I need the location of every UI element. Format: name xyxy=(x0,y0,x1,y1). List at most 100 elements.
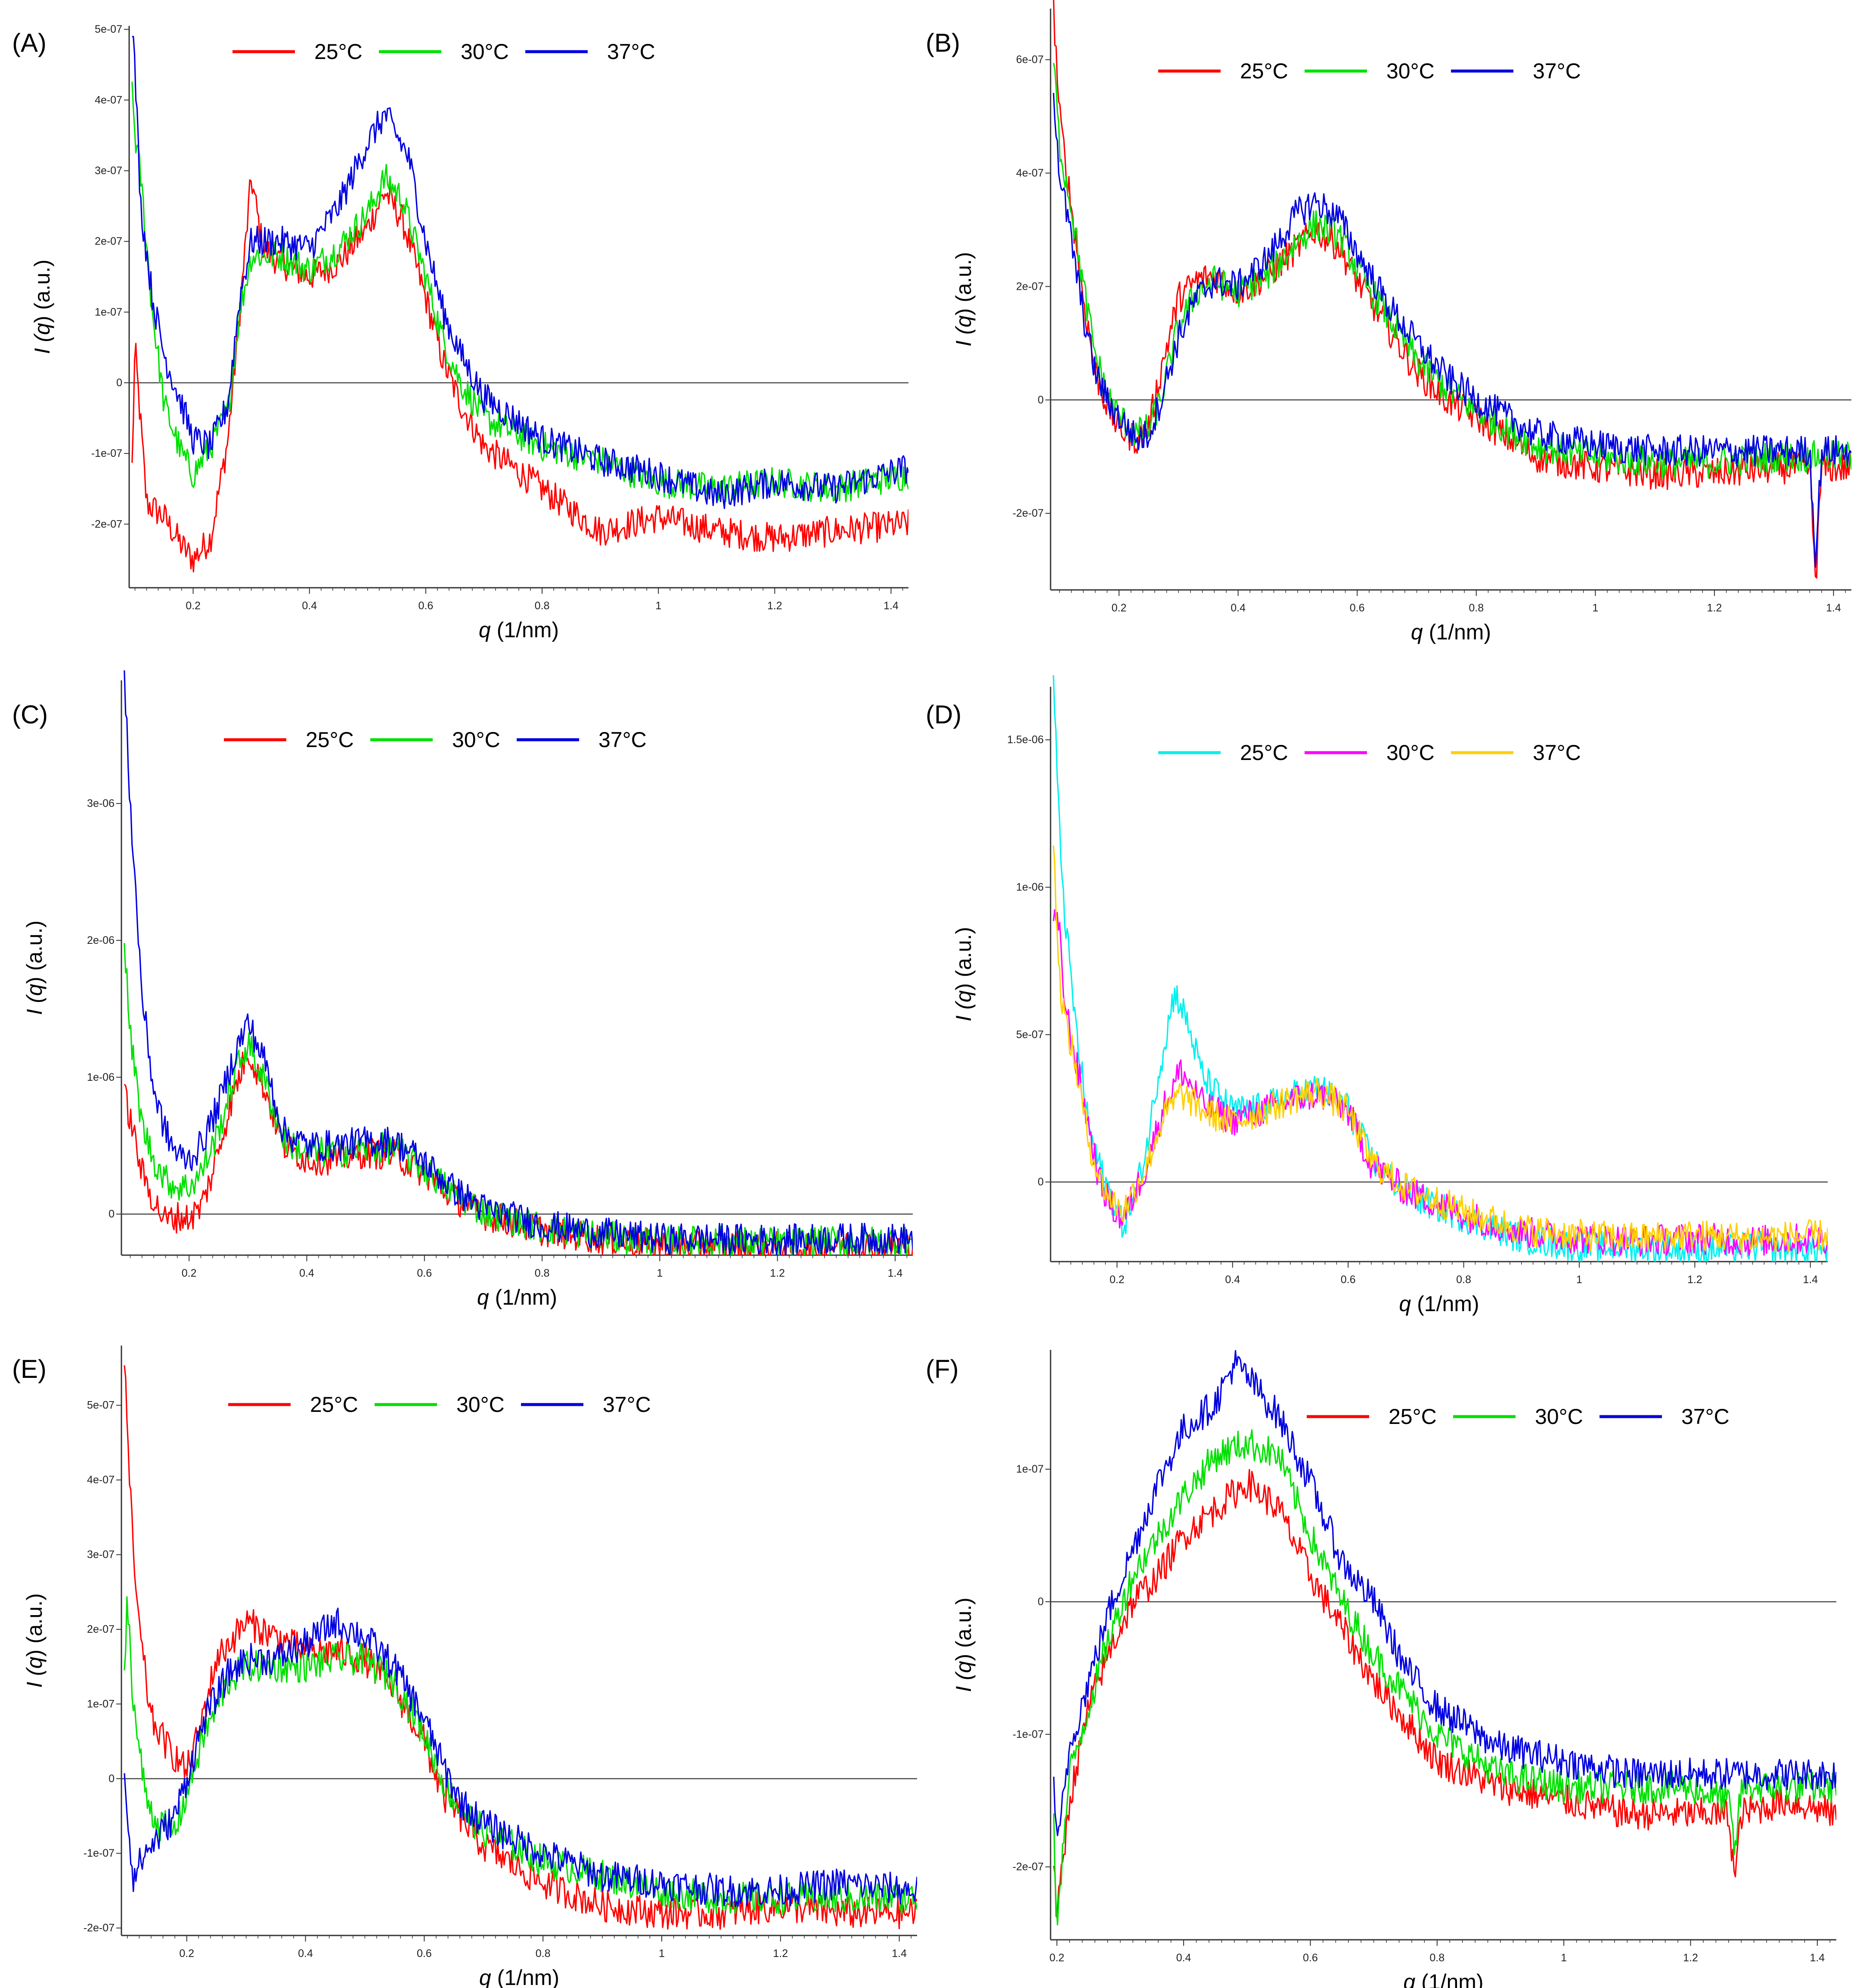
x-tick-label: 1.2 xyxy=(1707,602,1722,614)
x-tick-label: 0.8 xyxy=(535,600,550,612)
x-tick-label: 1.4 xyxy=(884,600,899,612)
chart-panel-4: (E) 0.2 0.4 0.6 0.8 1 1.2 1.4 -2e-07 -1e-07 0 1e-07… xyxy=(12,1346,917,1988)
x-tick-label: 0.8 xyxy=(536,1948,551,1960)
y-tick-label: 2e-07 xyxy=(95,236,122,248)
panel-label: (A) xyxy=(12,28,46,57)
panel-label: (D) xyxy=(926,700,961,729)
x-tick-label: 0.4 xyxy=(1231,602,1246,614)
series-line-37C xyxy=(124,1607,917,1907)
series-line-25C xyxy=(124,1365,917,1930)
x-tick-label: 1.4 xyxy=(1803,1274,1818,1286)
series-line-30C xyxy=(1053,63,1851,479)
legend-label: 37°C xyxy=(603,1393,651,1417)
x-tick-label: 0.2 xyxy=(1110,1274,1125,1286)
y-tick-label: 1e-06 xyxy=(1016,881,1044,893)
x-axis-title: q (1/nm) xyxy=(1403,1970,1483,1988)
x-tick-label: 0.6 xyxy=(417,1267,432,1279)
x-tick-label: 0.6 xyxy=(418,600,433,612)
y-tick-label: 0 xyxy=(1038,394,1044,406)
y-tick-label: 4e-07 xyxy=(95,94,122,106)
legend-label: 37°C xyxy=(607,40,655,64)
x-tick-label: 1.4 xyxy=(1826,602,1841,614)
x-tick-label: 1 xyxy=(659,1948,665,1960)
legend-label: 37°C xyxy=(598,728,647,752)
legend-label: 25°C xyxy=(306,728,354,752)
y-axis-title: I (q) (a.u.) xyxy=(22,921,46,1015)
chart-panel-1: (B) 0.2 0.4 0.6 0.8 1 1.2 1.4 -2e-07 0 2e-07 4e-07 6… xyxy=(926,0,1851,644)
series-line-30C xyxy=(131,81,908,502)
y-tick-label: 0 xyxy=(1038,1596,1044,1608)
series-line-37C xyxy=(1053,93,1851,568)
x-tick-label: 0.4 xyxy=(298,1948,313,1960)
y-tick-label: 5e-07 xyxy=(87,1399,115,1411)
x-axis-title: q (1/nm) xyxy=(1399,1292,1479,1316)
panel-label: (B) xyxy=(926,28,960,57)
x-tick-label: 0.2 xyxy=(179,1948,194,1960)
y-axis-title: I (q) (a.u.) xyxy=(952,1597,976,1692)
y-axis-title: I (q) (a.u.) xyxy=(22,1593,46,1688)
y-tick-label: 1e-07 xyxy=(95,306,122,318)
x-tick-label: 0.6 xyxy=(1341,1274,1356,1286)
legend-label: 25°C xyxy=(310,1393,358,1417)
y-tick-label: -2e-07 xyxy=(84,1922,115,1934)
legend-label: 30°C xyxy=(1386,59,1435,83)
x-axis-title: q (1/nm) xyxy=(479,1966,559,1988)
legend-label: 25°C xyxy=(1240,741,1288,765)
x-tick-label: 1.2 xyxy=(770,1267,785,1279)
x-axis-title: q (1/nm) xyxy=(479,618,559,642)
x-axis-title: q (1/nm) xyxy=(1411,620,1491,644)
y-tick-label: 4e-07 xyxy=(87,1474,115,1486)
x-tick-label: 0.2 xyxy=(186,600,201,612)
y-tick-label: -2e-07 xyxy=(1013,1861,1044,1873)
x-tick-label: 0.6 xyxy=(417,1948,432,1960)
x-tick-label: 0.2 xyxy=(1049,1952,1064,1964)
y-tick-label: -1e-07 xyxy=(91,447,122,459)
y-tick-label: -2e-07 xyxy=(1013,507,1044,519)
x-axis-title: q (1/nm) xyxy=(477,1285,557,1309)
y-tick-label: 5e-07 xyxy=(95,23,122,35)
x-tick-label: 1 xyxy=(1576,1274,1582,1286)
legend-label: 37°C xyxy=(1533,59,1581,83)
y-tick-label: 3e-07 xyxy=(95,165,122,177)
legend-label: 37°C xyxy=(1681,1405,1730,1429)
y-tick-label: 2e-06 xyxy=(87,934,115,946)
x-tick-label: 0.4 xyxy=(1225,1274,1240,1286)
y-tick-label: 1e-07 xyxy=(87,1698,115,1710)
legend-label: 30°C xyxy=(452,728,500,752)
series-line-37C xyxy=(124,670,913,1255)
x-tick-label: 0.8 xyxy=(1456,1274,1471,1286)
y-tick-label: 1.5e-06 xyxy=(1007,734,1044,746)
x-tick-label: 1.4 xyxy=(1810,1952,1825,1964)
y-tick-label: 2e-07 xyxy=(1016,280,1044,292)
series-line-30C xyxy=(124,943,913,1255)
legend-label: 37°C xyxy=(1533,741,1581,765)
x-tick-label: 1.2 xyxy=(1683,1952,1698,1964)
panel-label: (F) xyxy=(926,1355,959,1383)
x-tick-label: 0.8 xyxy=(535,1267,550,1279)
x-tick-label: 0.8 xyxy=(1429,1952,1445,1964)
y-tick-label: 0 xyxy=(116,377,122,389)
x-tick-label: 1 xyxy=(657,1267,663,1279)
x-tick-label: 1 xyxy=(1592,602,1598,614)
series-line-37C xyxy=(1053,1350,1836,1836)
y-axis-title: I (q) (a.u.) xyxy=(952,927,976,1022)
y-tick-label: -1e-07 xyxy=(1013,1728,1044,1740)
x-tick-label: 0.2 xyxy=(1112,602,1127,614)
series-line-25C xyxy=(1053,0,1851,579)
y-tick-label: 0 xyxy=(108,1773,115,1785)
y-tick-label: 2e-07 xyxy=(87,1623,115,1635)
y-tick-label: 0 xyxy=(108,1208,115,1220)
series-line-25C xyxy=(1053,1469,1836,1917)
y-tick-label: -1e-07 xyxy=(84,1847,115,1859)
x-tick-label: 0.6 xyxy=(1303,1952,1318,1964)
x-tick-label: 1 xyxy=(1561,1952,1567,1964)
chart-panel-3: (D) 0.2 0.4 0.6 0.8 1 1.2 1.4 0 5e-07 1e-06 1.5e-06… xyxy=(926,675,1828,1316)
legend-label: 30°C xyxy=(1386,741,1435,765)
legend-label: 25°C xyxy=(1240,59,1288,83)
y-tick-label: 3e-07 xyxy=(87,1549,115,1561)
x-tick-label: 0.4 xyxy=(302,600,317,612)
legend-label: 30°C xyxy=(1535,1405,1583,1429)
x-tick-label: 0.8 xyxy=(1469,602,1484,614)
y-tick-label: 3e-06 xyxy=(87,797,115,809)
